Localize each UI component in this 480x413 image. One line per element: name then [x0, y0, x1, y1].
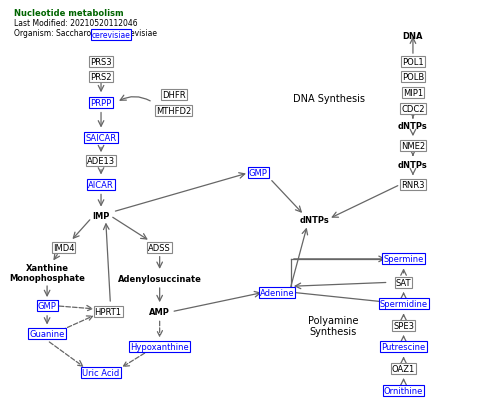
Text: Spermine: Spermine [384, 255, 424, 264]
Text: AICAR: AICAR [88, 180, 114, 190]
Text: dNTPs: dNTPs [398, 122, 428, 131]
Text: Organism: Saccharomyces cerevisiae: Organism: Saccharomyces cerevisiae [14, 29, 157, 38]
Text: RNR3: RNR3 [401, 180, 425, 190]
Text: IMP: IMP [92, 212, 110, 221]
Text: GMP: GMP [37, 301, 57, 311]
Text: dNTPs: dNTPs [300, 216, 329, 225]
Text: PRS3: PRS3 [90, 57, 112, 66]
Text: SPE3: SPE3 [393, 321, 414, 330]
Text: Spermidine: Spermidine [380, 300, 428, 309]
Text: NME2: NME2 [401, 142, 425, 150]
Text: cerevisiae: cerevisiae [92, 31, 131, 40]
Text: Adenylosuccinate: Adenylosuccinate [118, 274, 202, 283]
Text: Nucleotide metabolism: Nucleotide metabolism [14, 9, 124, 18]
Text: DNA Synthesis: DNA Synthesis [292, 94, 364, 104]
Text: SAT: SAT [396, 278, 411, 287]
Text: Guanine: Guanine [29, 329, 65, 338]
Text: POL1: POL1 [402, 57, 424, 66]
Text: Ornithine: Ornithine [384, 386, 423, 394]
Text: Uric Acid: Uric Acid [83, 368, 120, 377]
Text: Adenine: Adenine [260, 288, 294, 297]
Text: GMP: GMP [249, 169, 267, 178]
Text: PRPP: PRPP [90, 98, 112, 107]
Text: OAZ1: OAZ1 [392, 364, 415, 373]
Text: POLB: POLB [402, 73, 424, 82]
Text: Putrescine: Putrescine [382, 343, 426, 351]
Text: MIP1: MIP1 [403, 89, 423, 98]
Text: IMD4: IMD4 [53, 243, 74, 252]
Text: dNTPs: dNTPs [398, 161, 428, 170]
Text: Hypoxanthine: Hypoxanthine [130, 343, 189, 351]
Text: ADSS: ADSS [148, 243, 171, 252]
Text: AMP: AMP [149, 308, 170, 316]
Text: ADE13: ADE13 [87, 157, 115, 166]
Text: CDC2: CDC2 [401, 104, 425, 113]
Text: DNA: DNA [403, 32, 423, 41]
Text: PRS2: PRS2 [90, 73, 112, 82]
Text: SAICAR: SAICAR [85, 134, 117, 142]
Text: HPRT1: HPRT1 [95, 308, 121, 316]
Text: Last Modified: 20210520112046: Last Modified: 20210520112046 [14, 19, 138, 28]
Text: Xanthine
Monophosphate: Xanthine Monophosphate [9, 263, 85, 282]
Text: MTHFD2: MTHFD2 [156, 106, 192, 115]
Text: Polyamine
Synthesis: Polyamine Synthesis [308, 315, 359, 337]
Text: DHFR: DHFR [162, 91, 186, 100]
